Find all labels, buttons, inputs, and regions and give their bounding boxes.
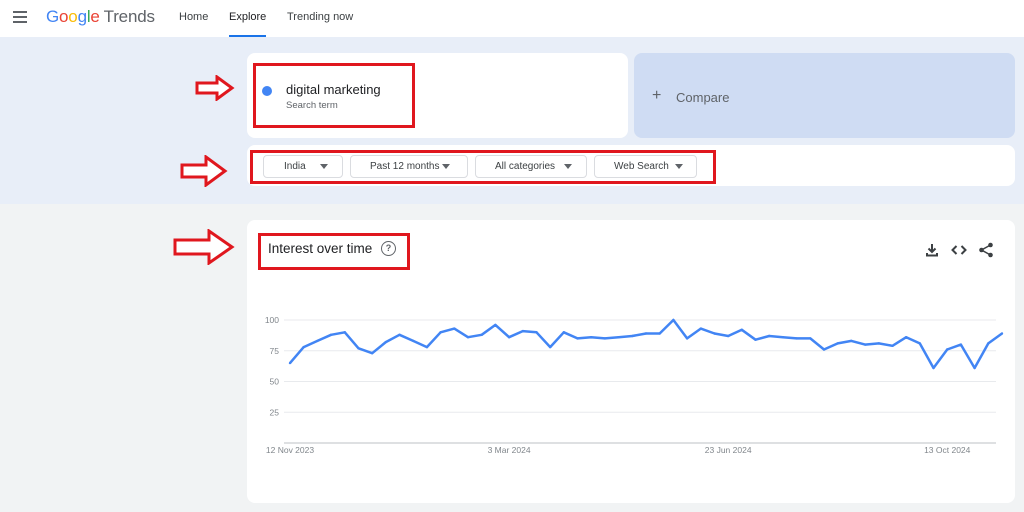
search-type-select[interactable]: Web Search (594, 155, 697, 178)
data-point (480, 333, 483, 336)
category-label: All categories (495, 161, 556, 172)
data-point (439, 331, 442, 334)
x-tick-label: 12 Nov 2023 (266, 445, 314, 455)
y-tick-label: 75 (270, 346, 280, 356)
x-tick-label: 23 Jun 2024 (705, 445, 752, 455)
search-type-label: Web Search (614, 161, 669, 172)
category-select[interactable]: All categories (475, 155, 587, 178)
google-trends-logo[interactable]: Google Trends (46, 7, 155, 26)
compare-button[interactable] (634, 53, 1015, 138)
data-point (507, 336, 511, 339)
data-point (946, 348, 949, 351)
data-point (453, 327, 456, 330)
data-point (384, 340, 387, 344)
data-point (343, 331, 346, 334)
y-tick-label: 25 (270, 407, 280, 417)
data-point (302, 345, 305, 349)
nav-explore[interactable]: Explore (229, 0, 266, 37)
data-point (329, 333, 333, 336)
region-select[interactable]: India (263, 155, 343, 178)
x-tick-label: 13 Oct 2024 (924, 445, 971, 455)
data-point (617, 336, 620, 339)
top-app-bar: Google Trends Home Explore Trending now (0, 0, 1024, 37)
data-point (521, 329, 524, 333)
region-label: India (284, 161, 306, 172)
data-point (768, 334, 771, 338)
data-point (672, 318, 675, 322)
data-point (425, 345, 429, 349)
download-icon[interactable] (923, 241, 941, 259)
annotation-box-search-term (253, 63, 415, 128)
data-point (850, 339, 853, 343)
data-point (987, 342, 990, 345)
data-point (740, 328, 743, 331)
caret-down-icon (320, 164, 328, 169)
y-tick-label: 50 (270, 377, 280, 387)
data-point (576, 337, 579, 340)
data-point (398, 333, 401, 336)
data-point (809, 337, 812, 340)
data-point (932, 366, 935, 370)
data-point (795, 337, 798, 340)
data-point (466, 336, 470, 339)
nav-trending-now[interactable]: Trending now (287, 11, 354, 23)
data-point (959, 343, 963, 346)
card-title: Interest over time (268, 241, 373, 256)
compare-label: Compare (676, 90, 730, 105)
data-point (1000, 332, 1004, 335)
search-term-type: Search term (286, 100, 338, 111)
data-point (644, 332, 648, 335)
data-point (713, 332, 716, 335)
y-tick-label: 100 (265, 315, 279, 325)
caret-down-icon (564, 164, 572, 169)
data-point (535, 331, 538, 334)
embed-icon[interactable] (950, 241, 968, 259)
annotation-arrow (173, 229, 235, 265)
data-point (822, 348, 826, 351)
data-point (631, 334, 634, 338)
data-point (727, 334, 730, 338)
annotation-arrow (180, 155, 228, 187)
time-range-select[interactable]: Past 12 months (350, 155, 468, 178)
help-icon[interactable]: ? (381, 241, 396, 256)
data-point (590, 336, 593, 339)
data-point (603, 337, 607, 340)
share-icon[interactable] (977, 241, 995, 259)
data-point (288, 361, 292, 365)
term-color-dot (262, 86, 272, 96)
caret-down-icon (442, 164, 450, 169)
data-point (973, 366, 976, 370)
data-point (891, 344, 894, 347)
data-point (562, 331, 565, 334)
data-point (905, 336, 908, 339)
data-point (863, 343, 867, 346)
data-point (549, 345, 552, 349)
x-tick-label: 3 Mar 2024 (488, 445, 531, 455)
time-range-label: Past 12 months (370, 161, 440, 172)
data-point (412, 339, 415, 343)
annotation-box-title (258, 233, 410, 270)
data-point (781, 336, 785, 339)
data-point (658, 332, 661, 335)
caret-down-icon (675, 164, 683, 169)
annotation-arrow (195, 75, 235, 101)
data-point (918, 342, 921, 345)
data-point (685, 337, 689, 340)
data-point (357, 347, 360, 350)
data-point (494, 323, 497, 327)
data-point (699, 327, 702, 330)
search-term-name[interactable]: digital marketing (286, 82, 381, 97)
search-term-card[interactable] (247, 53, 628, 138)
series-line (289, 318, 1003, 370)
data-point (877, 342, 880, 345)
nav-home[interactable]: Home (179, 11, 209, 23)
data-point (754, 338, 757, 341)
data-point (371, 352, 374, 355)
menu-icon[interactable] (13, 11, 27, 23)
data-point (836, 342, 839, 345)
plus-icon: + (652, 87, 662, 104)
annotation-box-filters (250, 150, 716, 184)
data-point (316, 339, 319, 343)
